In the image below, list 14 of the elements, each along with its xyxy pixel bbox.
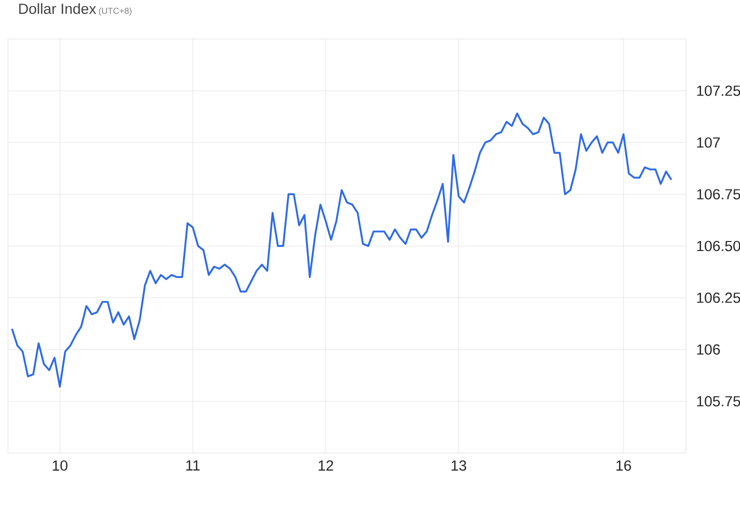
x-tick-label: 16 xyxy=(616,460,632,471)
y-tick-label: 107.25 xyxy=(697,86,740,96)
x-tick-label: 12 xyxy=(318,460,334,471)
x-tick-label: 11 xyxy=(186,460,200,470)
y-tick-label: 106.50 xyxy=(697,240,740,252)
y-tick-label: 106 xyxy=(697,344,720,355)
y-tick-label: 105.75 xyxy=(697,396,740,406)
x-tick-label: 13 xyxy=(452,460,466,471)
chart-title: Dollar Index xyxy=(19,3,96,14)
y-tick-label: 106.75 xyxy=(697,189,740,200)
chart-subtitle: (UTC+8) xyxy=(99,8,132,16)
x-tick-label: 10 xyxy=(52,460,68,471)
y-tick-label: 106.25 xyxy=(697,292,740,303)
y-tick-label: 107 xyxy=(697,137,720,148)
